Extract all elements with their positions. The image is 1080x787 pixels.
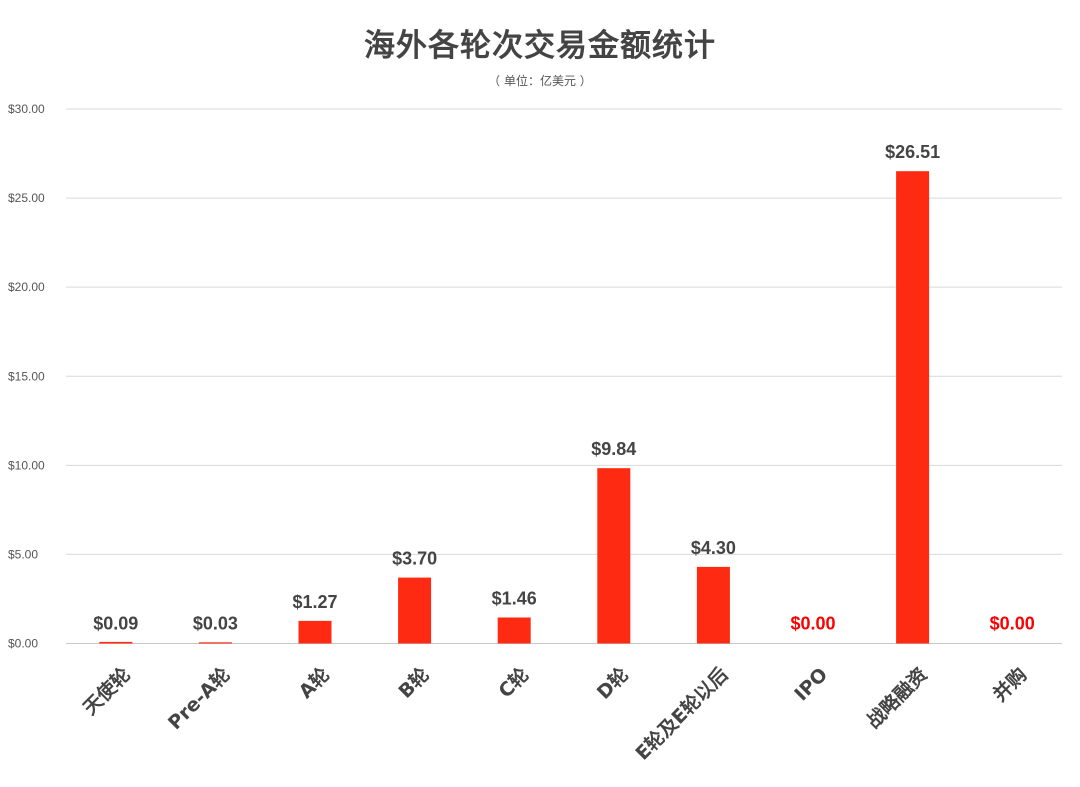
data-label: $4.30 [691, 538, 736, 558]
x-category-label: A轮 [294, 663, 334, 703]
y-tick-label: $25.00 [8, 191, 45, 205]
data-label: $0.00 [790, 614, 835, 634]
x-category-label: E轮及E轮以后 [631, 663, 733, 765]
gridlines [66, 108, 1062, 644]
y-tick-label: $0.00 [8, 637, 38, 651]
x-category-label: 并购 [988, 663, 1031, 706]
bars [99, 171, 930, 644]
y-tick-label: $5.00 [8, 547, 38, 561]
y-tick-label: $15.00 [8, 369, 45, 383]
bar [696, 566, 730, 644]
data-label: $3.70 [392, 549, 437, 569]
x-category-label: Pre-A轮 [163, 663, 234, 734]
y-tick-label: $20.00 [8, 280, 45, 294]
bar [597, 468, 631, 644]
data-labels: $0.09 $0.03 $1.27 $3.70 $1.46 $9.84 $4.30 $0.00… [93, 142, 1034, 633]
data-label: $0.09 [93, 614, 138, 634]
data-label: $0.00 [990, 614, 1035, 634]
x-category-label: IPO [790, 664, 832, 706]
data-label: $0.03 [193, 614, 238, 634]
y-tick-label: $10.00 [8, 458, 45, 472]
chart-subtitle: （ 单位：亿美元 ） [488, 74, 592, 88]
x-category-label: B轮 [394, 663, 434, 703]
data-label: $9.84 [591, 439, 636, 459]
bar [99, 641, 133, 644]
y-axis-ticks: $0.00 $5.00 $10.00 $15.00 $20.00 $25.00 $30.00 [8, 102, 45, 651]
bar [398, 577, 432, 644]
x-category-label: C轮 [494, 663, 534, 703]
data-label: $1.46 [492, 588, 537, 608]
bar [298, 620, 332, 644]
data-label: $1.27 [292, 592, 337, 612]
x-category-label: D轮 [592, 663, 633, 704]
x-category-label: 战略融资 [862, 663, 932, 733]
bar [198, 642, 232, 644]
bar [896, 171, 930, 644]
y-tick-label: $30.00 [8, 102, 45, 116]
x-category-label: 天使轮 [78, 663, 135, 720]
chart-title: 海外各轮次交易金额统计 [364, 28, 716, 64]
data-label: $26.51 [885, 142, 940, 162]
bar [497, 617, 531, 644]
